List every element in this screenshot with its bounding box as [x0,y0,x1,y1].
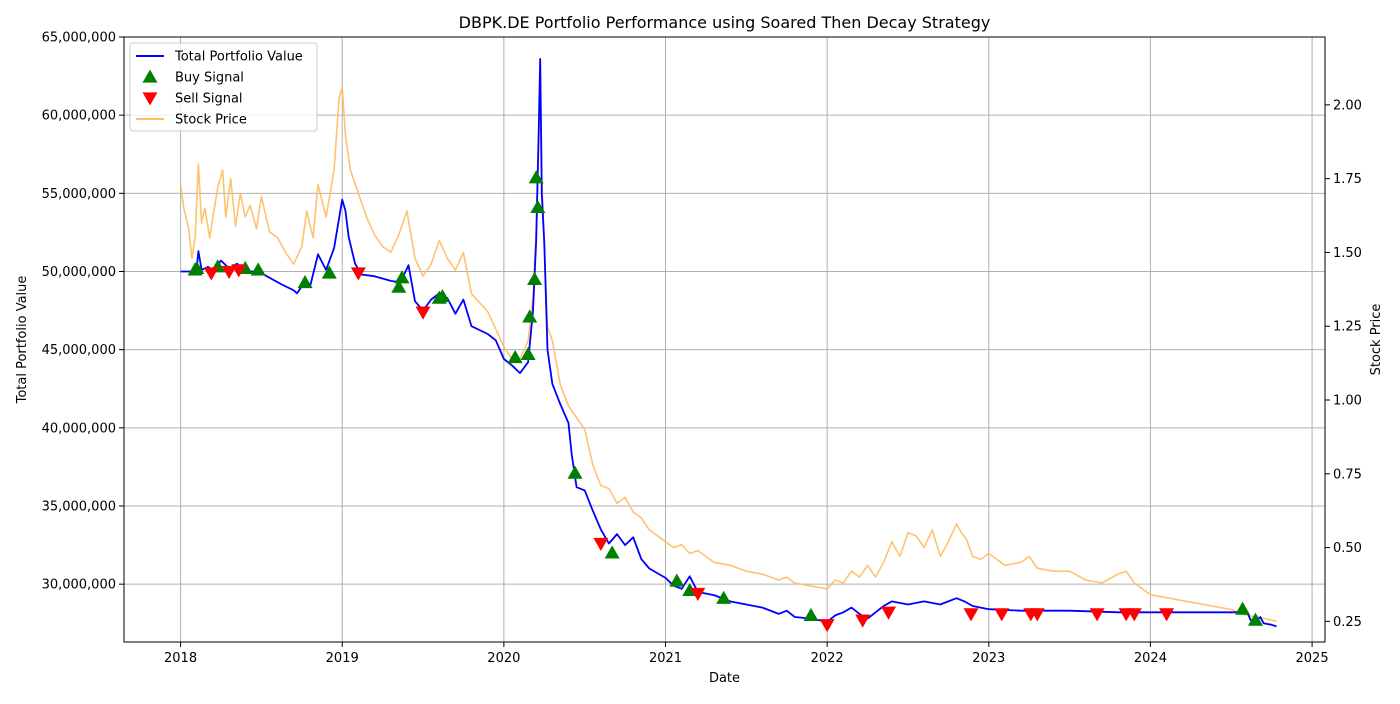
buy-signal-marker [1235,601,1251,615]
sell-signal-marker [1089,608,1105,622]
legend-items: Total Portfolio Value Buy Signal Sell Sign… [136,50,303,128]
buy-signal-marker [527,271,543,285]
y2-tick-label: 1.00 [1333,394,1362,409]
y-tick-label: 65,000,000 [42,31,116,46]
y2-tick-label: 0.50 [1333,541,1362,556]
y2-tick-label: 0.75 [1333,467,1362,482]
sell-signal-marker [350,267,366,281]
buy-signal-marker [394,270,410,284]
sell-signal-marker [231,264,247,278]
legend: Total Portfolio Value Buy Signal Sell Sign… [129,42,318,132]
sell-signal-marker [855,614,871,628]
buy-signal-marker [803,607,819,622]
x-tick-label: 2020 [487,651,520,666]
y2-tick-layer: 0.25 0.50 0.75 1.00 1.25 1.50 1.75 2.00 [1325,98,1362,630]
buy-signal-marker [1247,612,1263,626]
buy-signal-marker [530,199,546,214]
chart-title: DBPK.DE Portfolio Performance using Soar… [459,13,991,32]
sell-signal-marker [963,608,979,622]
buy-signal-marker [528,170,544,184]
x-axis-label: Date [709,671,740,686]
y2-tick-label: 1.75 [1333,172,1362,187]
y-tick-layer: 30,000,000 35,000,000 40,000,000 45,000,000… [42,31,124,593]
sell-signal-marker [690,587,706,602]
sell-signal-marker [593,537,609,552]
legend-swatch-marker [142,69,158,83]
buy-signal-marker [250,262,266,276]
y2-tick-label: 0.25 [1333,615,1362,630]
sell-signal-marker [1159,608,1175,622]
buy-signal-marker [716,590,732,604]
y2-axis-label: Stock Price [1369,304,1384,376]
y-tick-label: 40,000,000 [42,421,116,436]
y2-tick-label: 1.50 [1333,246,1362,261]
plot-frame [123,36,1326,643]
sell-signal-marker [415,306,431,320]
sell-signal-marker [819,619,835,633]
buy-signal-marker [604,545,620,559]
sell-signal-marker [203,267,219,281]
buy-signal-marker [520,346,536,360]
y-tick-label: 45,000,000 [42,343,116,358]
sell-signal-marker [1029,608,1045,622]
grid-layer [124,36,1325,642]
buy-signal-marker [434,289,450,303]
buy-signal-marker [567,465,583,479]
legend-label: Buy Signal [175,71,244,86]
legend-swatch-marker [142,92,158,106]
y-tick-label: 30,000,000 [42,578,116,593]
y-tick-label: 55,000,000 [42,187,116,202]
x-tick-label: 2025 [1296,651,1329,666]
signal-marker-layer [187,170,1263,633]
buy-signal-marker [669,573,685,587]
stock-price-layer [179,62,1277,623]
legend-box [129,42,318,132]
buy-signal-marker [297,274,313,289]
portfolio-value-line [180,58,1277,628]
y2-tick-label: 1.25 [1333,320,1362,335]
buy-signal-marker [321,265,337,279]
y-tick-label: 60,000,000 [42,109,116,124]
stock-price-line [179,62,1277,623]
sell-signal-marker [1126,608,1142,622]
y2-tick-label: 2.00 [1333,98,1362,113]
x-tick-layer: 2018 2019 2020 2021 2022 2023 2024 2025 [164,642,1329,666]
x-tick-label: 2022 [811,651,844,666]
x-tick-label: 2018 [164,651,197,666]
y-tick-label: 35,000,000 [42,499,116,514]
portfolio-layer [180,58,1277,628]
legend-label: Sell Signal [175,92,243,107]
y-axis-label: Total Portfolio Value [15,276,30,405]
legend-label: Stock Price [175,113,247,128]
x-tick-label: 2019 [326,651,359,666]
sell-signal-marker [221,265,237,279]
buy-signal-marker [189,260,205,274]
legend-label: Total Portfolio Value [174,50,303,65]
buy-signal-marker [391,279,407,293]
x-tick-label: 2024 [1134,651,1167,666]
x-tick-label: 2021 [649,651,682,666]
buy-signal-marker [507,349,523,364]
sell-signal-marker [881,606,897,620]
x-tick-label: 2023 [972,651,1005,666]
sell-signal-marker [994,608,1010,622]
y-tick-label: 50,000,000 [42,265,116,280]
buy-signal-marker [522,309,538,323]
